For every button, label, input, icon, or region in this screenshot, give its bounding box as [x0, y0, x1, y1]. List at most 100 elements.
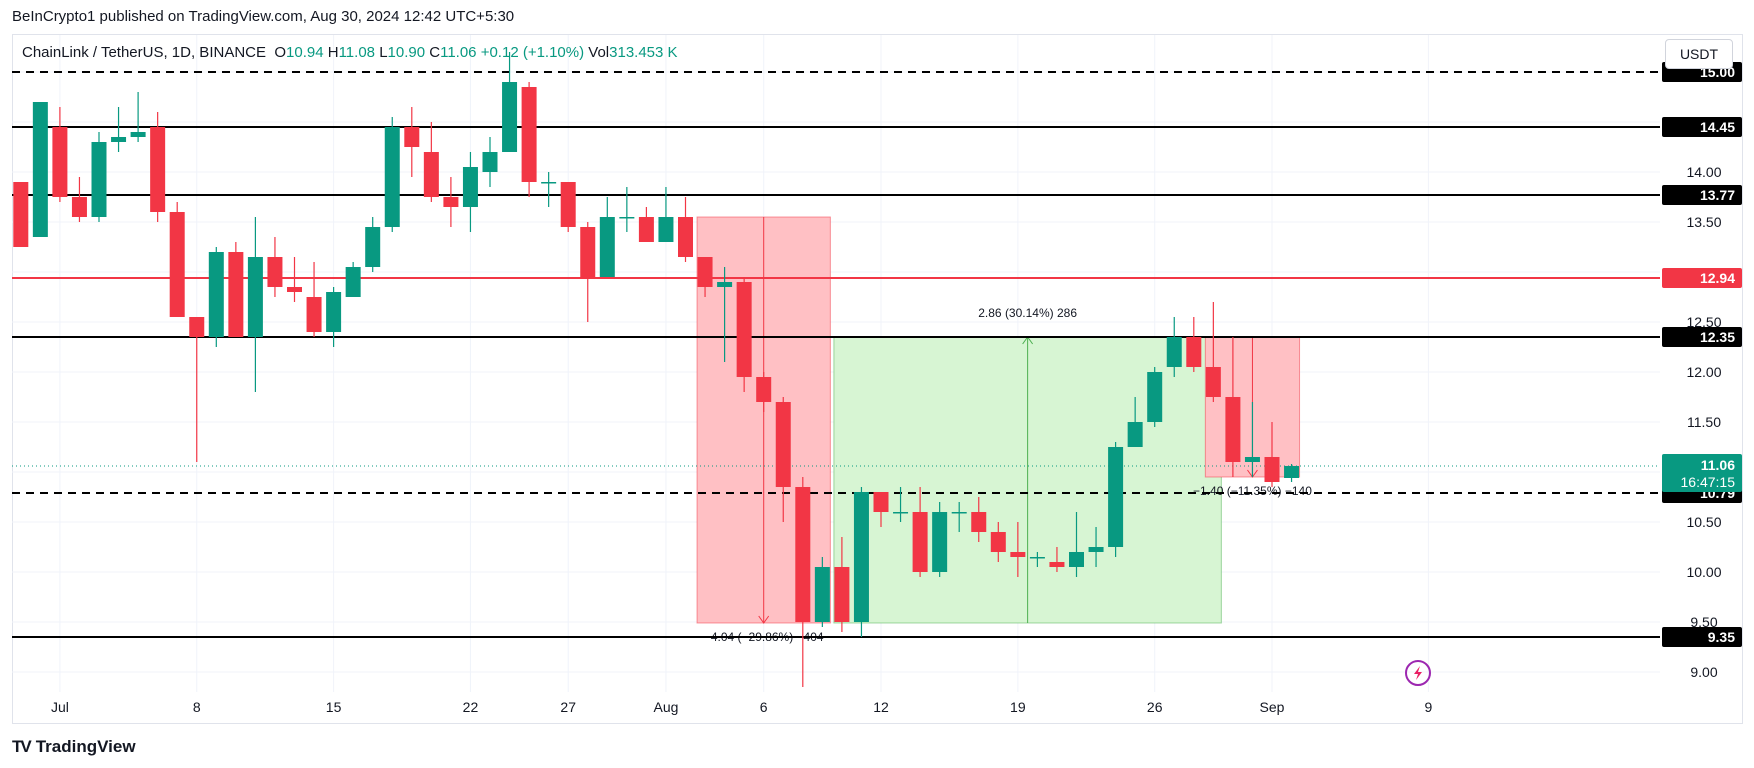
change-value: +0.12 (+1.10%) [480, 44, 585, 61]
candle [423, 122, 439, 202]
y-tick-label: 10.50 [1686, 514, 1721, 530]
candle-body [599, 217, 615, 277]
axis-layer: 9.00 9.50 10.00 10.50 11.50 12.00 12.50 13.50 14… [51, 164, 1722, 715]
candle-body [404, 127, 420, 147]
candle [678, 197, 693, 262]
candle-body [1205, 367, 1221, 397]
candle [306, 262, 322, 337]
candle [893, 487, 909, 522]
x-tick-label: 8 [193, 699, 201, 715]
price-tag-label: 9.35 [1708, 629, 1735, 645]
candle [658, 187, 674, 242]
candle [1069, 512, 1084, 577]
candle-body [521, 87, 537, 182]
current-price-label: 11.06 [1701, 457, 1735, 473]
candle-body [502, 82, 518, 152]
candle [326, 287, 342, 347]
candle-body [1088, 547, 1104, 552]
candle-body [267, 257, 283, 287]
candle [384, 117, 400, 232]
candle-body [1029, 557, 1045, 559]
candle-body [111, 137, 127, 142]
candle-body [893, 512, 909, 514]
candle-body [1244, 457, 1260, 462]
candle-body [912, 512, 928, 572]
candle-body [990, 532, 1006, 552]
tradingview-logo[interactable]: TV TradingView [12, 737, 136, 757]
volume-value: 313.453 K [609, 44, 678, 61]
candle [541, 172, 557, 207]
price-tag [1662, 627, 1742, 647]
currency-button[interactable]: USDT [1665, 39, 1733, 69]
y-tick-label: 9.50 [1690, 614, 1717, 630]
open-label: O [274, 44, 287, 61]
candle-body [873, 492, 889, 512]
price-tag-label: 12.35 [1700, 329, 1735, 345]
x-tick-label: 26 [1147, 699, 1163, 715]
candle [1147, 367, 1163, 427]
candle [228, 242, 244, 337]
candle [443, 177, 459, 227]
candle-body [619, 217, 635, 219]
candle [736, 277, 752, 392]
flash-icon[interactable] [1405, 660, 1431, 686]
x-tick-label: 27 [560, 699, 576, 715]
tag-layer: 15.0014.4513.7712.9412.3510.799.3511.061… [1662, 62, 1742, 647]
candle-body [91, 142, 107, 217]
countdown-label: 16:47:15 [1681, 474, 1736, 490]
candle [638, 207, 654, 242]
low-label: L [379, 44, 388, 61]
candle [853, 487, 869, 637]
candle [1284, 464, 1300, 482]
candle [482, 137, 498, 187]
candle [52, 107, 68, 202]
candle [1127, 397, 1143, 447]
candle-body [834, 567, 850, 622]
candle-body [1186, 337, 1202, 367]
candle [1225, 337, 1241, 477]
candle [91, 132, 107, 222]
candle [208, 247, 224, 347]
candle [521, 82, 537, 197]
y-tick-label: 13.50 [1686, 214, 1721, 230]
x-tick-label: 22 [463, 699, 479, 715]
close-label: C [429, 44, 441, 61]
candle-layer [13, 52, 1300, 687]
candle-body [384, 127, 400, 227]
x-tick-label: 19 [1010, 699, 1026, 715]
candle-body [717, 282, 733, 287]
x-tick-label: Aug [653, 699, 678, 715]
open-value: 10.94 [286, 44, 324, 61]
high-value: 11.08 [338, 44, 376, 61]
candle-body [638, 217, 654, 242]
x-tick-label: 6 [760, 699, 768, 715]
measure-arrowhead [758, 615, 770, 624]
candle-body [1264, 457, 1280, 482]
price-tag [1662, 327, 1742, 347]
candle-body [756, 377, 772, 402]
candle-body [287, 287, 302, 292]
price-tag-label: 14.45 [1700, 119, 1735, 135]
candle [599, 197, 615, 277]
candle-body [795, 487, 811, 622]
candle [267, 237, 283, 297]
candle [1166, 317, 1182, 377]
candle-body [482, 152, 498, 172]
candle-body [247, 257, 263, 337]
measure-label: −1.40 (−11.35%) −140 [1193, 484, 1312, 498]
candle-body [345, 267, 361, 297]
y-tick-label: 9.00 [1690, 664, 1717, 680]
candle-body [71, 197, 87, 217]
candle [1264, 422, 1280, 487]
candle-body [52, 127, 68, 197]
tradingview-logo-icon: TV [12, 737, 32, 756]
candle-body [1010, 552, 1026, 557]
candle [1010, 522, 1026, 577]
candle-body [169, 212, 185, 317]
candle [580, 222, 596, 322]
price-tag [1662, 185, 1742, 205]
x-tick-label: 9 [1425, 699, 1433, 715]
candle-body [932, 512, 948, 572]
symbol-title[interactable]: ChainLink / TetherUS, 1D, BINANCE [22, 44, 266, 61]
